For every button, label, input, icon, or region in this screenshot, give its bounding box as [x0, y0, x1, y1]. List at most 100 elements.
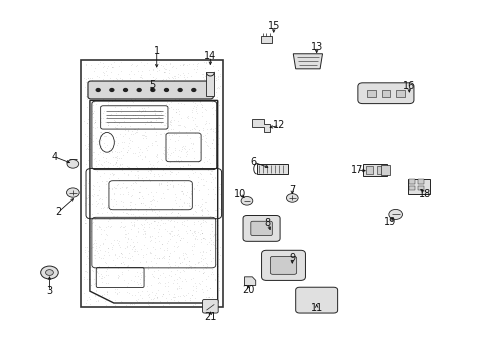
- Point: [139, 231, 147, 237]
- Point: [149, 67, 157, 73]
- Point: [209, 86, 217, 92]
- Point: [178, 144, 186, 150]
- Point: [107, 223, 115, 229]
- Point: [193, 61, 201, 67]
- Point: [119, 145, 126, 150]
- Point: [101, 133, 108, 139]
- Point: [141, 88, 149, 94]
- Point: [179, 145, 187, 151]
- Point: [206, 285, 214, 291]
- Point: [144, 266, 152, 272]
- Point: [130, 126, 138, 132]
- Point: [170, 138, 178, 144]
- Point: [95, 263, 103, 269]
- Point: [163, 183, 171, 188]
- Point: [127, 81, 135, 86]
- Point: [144, 225, 152, 230]
- Point: [94, 293, 102, 299]
- Point: [150, 171, 158, 176]
- Point: [213, 271, 221, 277]
- Point: [134, 168, 142, 174]
- Point: [164, 94, 172, 99]
- Point: [83, 269, 91, 275]
- Point: [126, 255, 134, 261]
- Point: [197, 71, 205, 77]
- Point: [189, 99, 197, 105]
- Point: [96, 195, 103, 201]
- Point: [169, 76, 177, 81]
- Point: [208, 186, 216, 192]
- Point: [156, 131, 163, 136]
- Point: [191, 285, 199, 291]
- Point: [206, 247, 214, 253]
- Point: [150, 214, 158, 220]
- Point: [157, 195, 165, 201]
- Point: [189, 211, 197, 217]
- Point: [117, 260, 125, 266]
- Point: [89, 194, 97, 199]
- Point: [99, 96, 107, 102]
- Point: [176, 72, 184, 77]
- Point: [134, 225, 142, 231]
- Point: [162, 153, 169, 159]
- Point: [95, 79, 102, 85]
- Point: [192, 66, 200, 72]
- Point: [123, 283, 131, 288]
- Point: [111, 262, 119, 268]
- Point: [197, 237, 205, 242]
- Point: [103, 101, 111, 107]
- Point: [128, 139, 136, 144]
- Point: [138, 68, 145, 74]
- Point: [188, 247, 196, 253]
- Point: [192, 102, 200, 108]
- Point: [209, 255, 217, 261]
- Point: [202, 276, 209, 282]
- Point: [110, 302, 118, 308]
- Point: [195, 82, 203, 88]
- Point: [149, 218, 157, 224]
- Point: [166, 136, 174, 142]
- Point: [178, 206, 186, 212]
- Point: [207, 86, 215, 91]
- Point: [168, 126, 176, 132]
- Point: [146, 118, 154, 124]
- Point: [204, 143, 212, 149]
- Point: [108, 64, 116, 70]
- Point: [162, 80, 170, 86]
- Point: [89, 268, 97, 274]
- Point: [92, 102, 100, 107]
- Point: [174, 89, 182, 95]
- Point: [99, 154, 106, 160]
- Point: [89, 282, 97, 287]
- Point: [108, 149, 116, 155]
- Point: [80, 75, 88, 81]
- Point: [168, 206, 176, 211]
- Point: [197, 164, 205, 170]
- Point: [91, 288, 99, 294]
- Point: [212, 108, 220, 113]
- Point: [166, 171, 174, 176]
- Point: [83, 86, 91, 92]
- Point: [212, 238, 220, 243]
- Point: [206, 302, 214, 307]
- FancyBboxPatch shape: [270, 256, 296, 274]
- Point: [122, 89, 130, 94]
- Point: [153, 294, 161, 300]
- Point: [96, 149, 104, 155]
- Point: [171, 262, 179, 268]
- Point: [190, 185, 198, 191]
- Point: [199, 127, 207, 133]
- Point: [131, 233, 139, 239]
- Point: [115, 224, 123, 230]
- Point: [150, 97, 158, 103]
- Point: [81, 131, 89, 137]
- Circle shape: [388, 210, 402, 220]
- Point: [161, 280, 168, 286]
- Point: [131, 150, 139, 156]
- Point: [94, 298, 102, 304]
- Point: [146, 71, 154, 77]
- Point: [167, 210, 175, 216]
- Point: [107, 196, 115, 202]
- Point: [88, 244, 96, 250]
- Point: [137, 201, 144, 206]
